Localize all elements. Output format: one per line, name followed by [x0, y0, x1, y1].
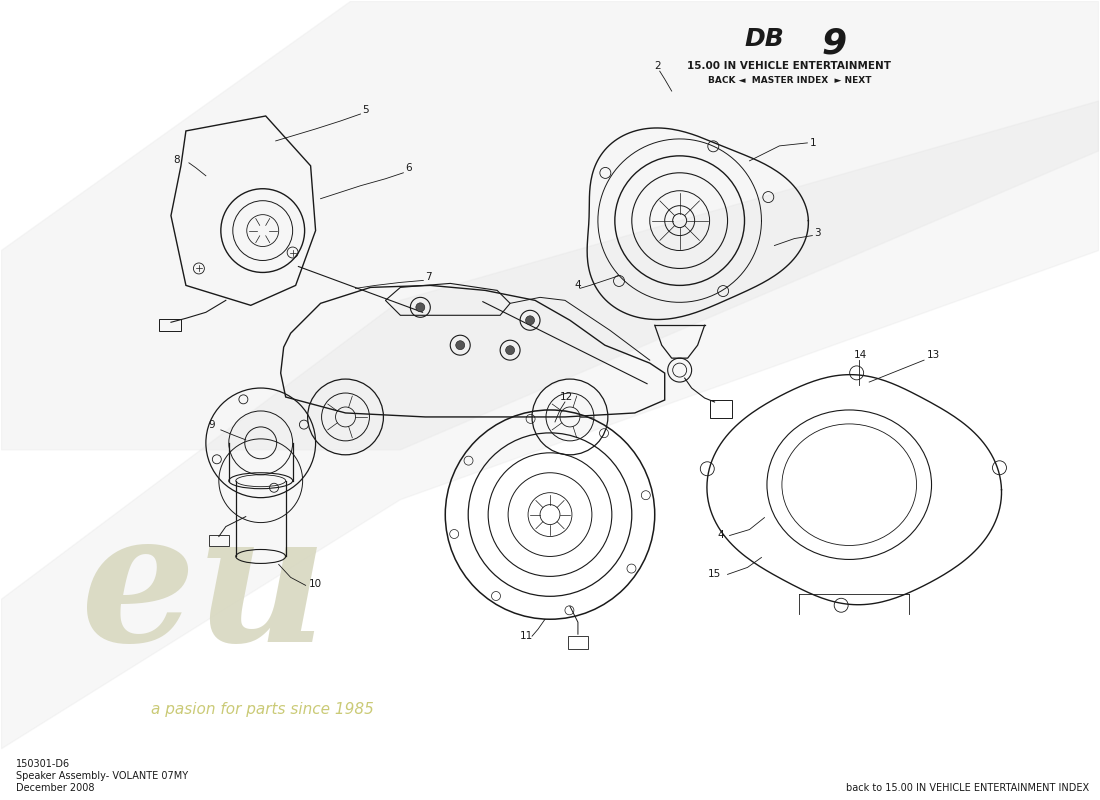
- Text: 4: 4: [575, 280, 582, 290]
- Text: 3: 3: [814, 227, 821, 238]
- Text: 7: 7: [426, 273, 432, 282]
- Text: back to 15.00 IN VEHICLE ENTERTAINMENT INDEX: back to 15.00 IN VEHICLE ENTERTAINMENT I…: [846, 782, 1089, 793]
- Text: Speaker Assembly- VOLANTE 07MY: Speaker Assembly- VOLANTE 07MY: [16, 770, 188, 781]
- Text: 14: 14: [855, 350, 868, 360]
- Text: 5: 5: [363, 105, 370, 115]
- Text: 10: 10: [309, 579, 321, 590]
- Text: 2: 2: [654, 61, 661, 71]
- Bar: [568, 636, 587, 649]
- Text: 11: 11: [520, 631, 534, 641]
- Bar: [710, 400, 732, 418]
- Text: DB: DB: [745, 27, 784, 51]
- Text: 9: 9: [822, 26, 847, 60]
- Text: 9: 9: [209, 420, 216, 430]
- Bar: [209, 534, 229, 546]
- Text: 150301-D6: 150301-D6: [16, 758, 70, 769]
- Circle shape: [526, 316, 535, 325]
- Text: a pasion for parts since 1985: a pasion for parts since 1985: [151, 702, 374, 717]
- Bar: [160, 319, 180, 331]
- Text: 12: 12: [560, 392, 573, 402]
- Circle shape: [416, 303, 425, 312]
- Text: 8: 8: [173, 155, 179, 165]
- Text: 4: 4: [717, 530, 724, 539]
- Circle shape: [455, 341, 464, 350]
- Text: 6: 6: [406, 162, 412, 173]
- Circle shape: [506, 346, 515, 354]
- Polygon shape: [1, 101, 1099, 749]
- Text: eu: eu: [81, 502, 328, 679]
- Text: 15.00 IN VEHICLE ENTERTAINMENT: 15.00 IN VEHICLE ENTERTAINMENT: [688, 61, 891, 71]
- Text: December 2008: December 2008: [16, 782, 95, 793]
- Polygon shape: [1, 2, 1099, 450]
- Text: 1: 1: [810, 138, 816, 148]
- Text: 13: 13: [927, 350, 940, 360]
- Text: 15: 15: [707, 570, 721, 579]
- Text: BACK ◄  MASTER INDEX  ► NEXT: BACK ◄ MASTER INDEX ► NEXT: [707, 76, 871, 85]
